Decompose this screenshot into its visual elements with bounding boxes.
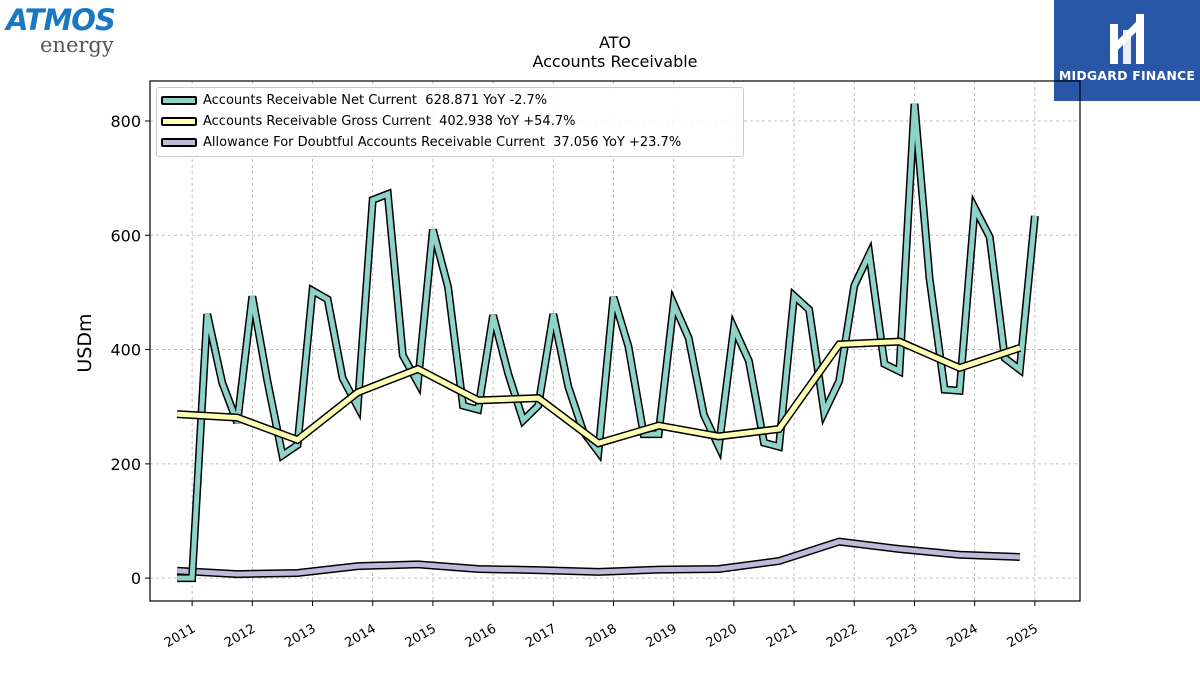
energy-logo-wordmark: energy [40,33,114,57]
legend-swatch-net [161,95,197,105]
legend-value-net: 628.871 [425,92,480,108]
x-tick-label: 2016 [463,621,499,651]
legend-label-gross: Accounts Receivable Gross Current [203,113,431,129]
x-tick-label: 2018 [583,621,619,651]
atmos-logo-wordmark: ATMOS [6,3,116,37]
series-lines [176,103,1039,583]
legend-yoy-gross: YoY +54.7% [497,113,576,129]
chart-ticker: ATO [598,33,632,52]
chart-title: Accounts Receivable [532,52,698,71]
legend-swatch-allowance [161,137,197,147]
legend-item-gross: Accounts Receivable Gross Current 402.93… [161,111,575,131]
legend: Accounts Receivable Net Current 628.871 … [156,87,744,157]
atmos-energy-logo: ATMOS energy [6,4,130,60]
midgard-logo-text: MIDGARD FINANCE [1058,68,1196,83]
y-tick-label: 400 [110,341,141,360]
legend-label-allowance: Allowance For Doubtful Accounts Receivab… [203,134,545,150]
x-tick-label: 2021 [764,621,800,651]
midgard-logo-icon [1110,14,1144,64]
legend-yoy-allowance: YoY +23.7% [602,134,682,150]
plot-area [149,80,1081,602]
y-tick-label: 600 [110,226,141,245]
y-tick-label: 200 [110,455,141,474]
x-tick-label: 2023 [884,621,920,651]
x-tick-label: 2013 [282,621,318,651]
x-tick-label: 2011 [162,621,198,651]
legend-item-net: Accounts Receivable Net Current 628.871 … [161,90,547,110]
legend-value-allowance: 37.056 [553,134,599,150]
y-axis-label: USDm [74,313,96,372]
y-tick-label: 0 [131,569,141,588]
x-tick-label: 2024 [945,621,981,651]
x-tick-label: 2022 [824,621,860,651]
series-line-allowance-doubtful [176,539,1020,577]
legend-label-net: Accounts Receivable Net Current [203,92,418,108]
legend-swatch-gross [161,116,197,126]
x-tick-label: 2012 [222,621,258,651]
x-tick-label: 2014 [343,621,379,651]
series-line-net-current [177,103,1038,581]
x-tick-label: 2015 [403,621,439,651]
legend-yoy-net: YoY -2.7% [483,92,548,108]
series-line-gross-current [176,339,1021,447]
x-tick-label: 2019 [644,621,680,651]
y-tick-label: 800 [110,112,141,131]
midgard-finance-logo: MIDGARD FINANCE [1054,0,1200,101]
legend-value-gross: 402.938 [439,113,493,129]
x-tick-label: 2025 [1005,621,1041,651]
x-tick-label: 2017 [523,621,559,651]
x-tick-label: 2020 [704,621,740,651]
legend-item-allowance: Allowance For Doubtful Accounts Receivab… [161,132,681,152]
